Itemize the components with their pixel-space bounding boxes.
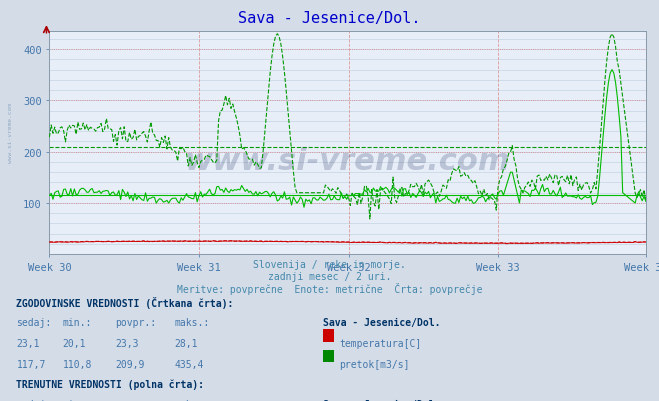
- Text: ZGODOVINSKE VREDNOSTI (Črtkana črta):: ZGODOVINSKE VREDNOSTI (Črtkana črta):: [16, 297, 234, 309]
- Text: 209,9: 209,9: [115, 359, 145, 369]
- Text: sedaj:: sedaj:: [16, 399, 51, 401]
- Text: pretok[m3/s]: pretok[m3/s]: [339, 359, 410, 369]
- Text: 110,8: 110,8: [63, 359, 92, 369]
- Text: temperatura[C]: temperatura[C]: [339, 338, 422, 348]
- Text: 28,1: 28,1: [175, 338, 198, 348]
- Text: Sava - Jesenice/Dol.: Sava - Jesenice/Dol.: [323, 318, 440, 328]
- Text: www.si-vreme.com: www.si-vreme.com: [8, 102, 13, 162]
- Text: maks.:: maks.:: [175, 399, 210, 401]
- Text: povpr.:: povpr.:: [115, 318, 156, 328]
- Text: 23,3: 23,3: [115, 338, 139, 348]
- Text: 20,1: 20,1: [63, 338, 86, 348]
- Text: Sava - Jesenice/Dol.: Sava - Jesenice/Dol.: [239, 11, 420, 26]
- Text: 117,7: 117,7: [16, 359, 46, 369]
- Text: min.:: min.:: [63, 399, 92, 401]
- Text: Meritve: povprečne  Enote: metrične  Črta: povprečje: Meritve: povprečne Enote: metrične Črta:…: [177, 282, 482, 294]
- Text: 435,4: 435,4: [175, 359, 204, 369]
- Text: sedaj:: sedaj:: [16, 318, 51, 328]
- Text: Slovenija / reke in morje.: Slovenija / reke in morje.: [253, 260, 406, 270]
- Text: zadnji mesec / 2 uri.: zadnji mesec / 2 uri.: [268, 271, 391, 281]
- Text: min.:: min.:: [63, 318, 92, 328]
- Text: povpr.:: povpr.:: [115, 399, 156, 401]
- Text: maks.:: maks.:: [175, 318, 210, 328]
- Text: TRENUTNE VREDNOSTI (polna črta):: TRENUTNE VREDNOSTI (polna črta):: [16, 379, 204, 389]
- Text: 23,1: 23,1: [16, 338, 40, 348]
- Text: www.si-vreme.com: www.si-vreme.com: [185, 147, 511, 176]
- Text: Sava - Jesenice/Dol.: Sava - Jesenice/Dol.: [323, 399, 440, 401]
